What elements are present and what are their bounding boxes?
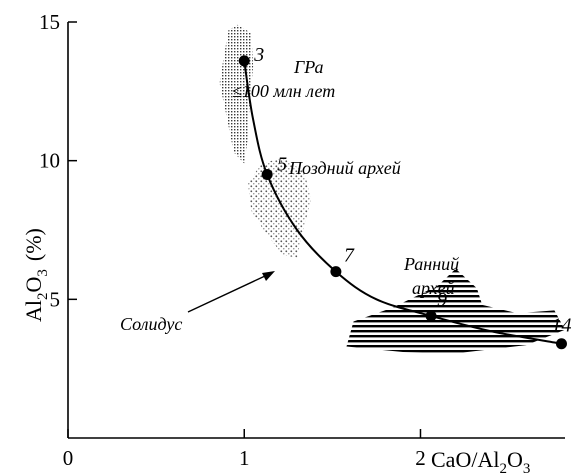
ticks-layer: 0 1 2 5 10 15 [39, 10, 426, 470]
x-tick-label: 0 [63, 446, 74, 470]
y-tick-label: 10 [39, 149, 60, 173]
data-point-label: 7 [344, 245, 355, 267]
data-point [330, 266, 342, 278]
regions-layer [219, 24, 565, 354]
data-point [238, 55, 250, 67]
region-gra-label: ГРа [293, 57, 324, 77]
solidus-label: Солидус [120, 314, 182, 334]
data-point [425, 310, 437, 322]
solidus-arrow-line [187, 275, 266, 313]
region-late-archean-label: Поздний архей [288, 158, 401, 178]
data-point-label: 5 [277, 154, 287, 176]
x-axis-label: CaO/Al2O3 [431, 447, 530, 475]
data-point [555, 338, 567, 350]
solidus-arrow-head [262, 271, 275, 281]
x-tick-label: 1 [239, 446, 250, 470]
y-axis-label: Al2O3(%) [21, 228, 51, 322]
data-point-label: 9 [437, 289, 447, 311]
region-early-archean-label: Ранний [403, 254, 459, 274]
y-tick-label: 15 [39, 10, 60, 34]
region-gra-note: ≤100 млн лет [232, 81, 335, 101]
data-point [261, 169, 273, 181]
region-1 [247, 157, 312, 258]
x-tick-label: 2 [415, 446, 426, 470]
data-point-label: 14 [551, 315, 571, 337]
points-layer: 3 5 7 9 14 [238, 44, 571, 350]
region-2 [346, 268, 565, 354]
data-point-label: 3 [253, 44, 264, 66]
region-early-archean-label-2: архей [412, 278, 455, 298]
y-tick-label: 5 [50, 287, 61, 311]
